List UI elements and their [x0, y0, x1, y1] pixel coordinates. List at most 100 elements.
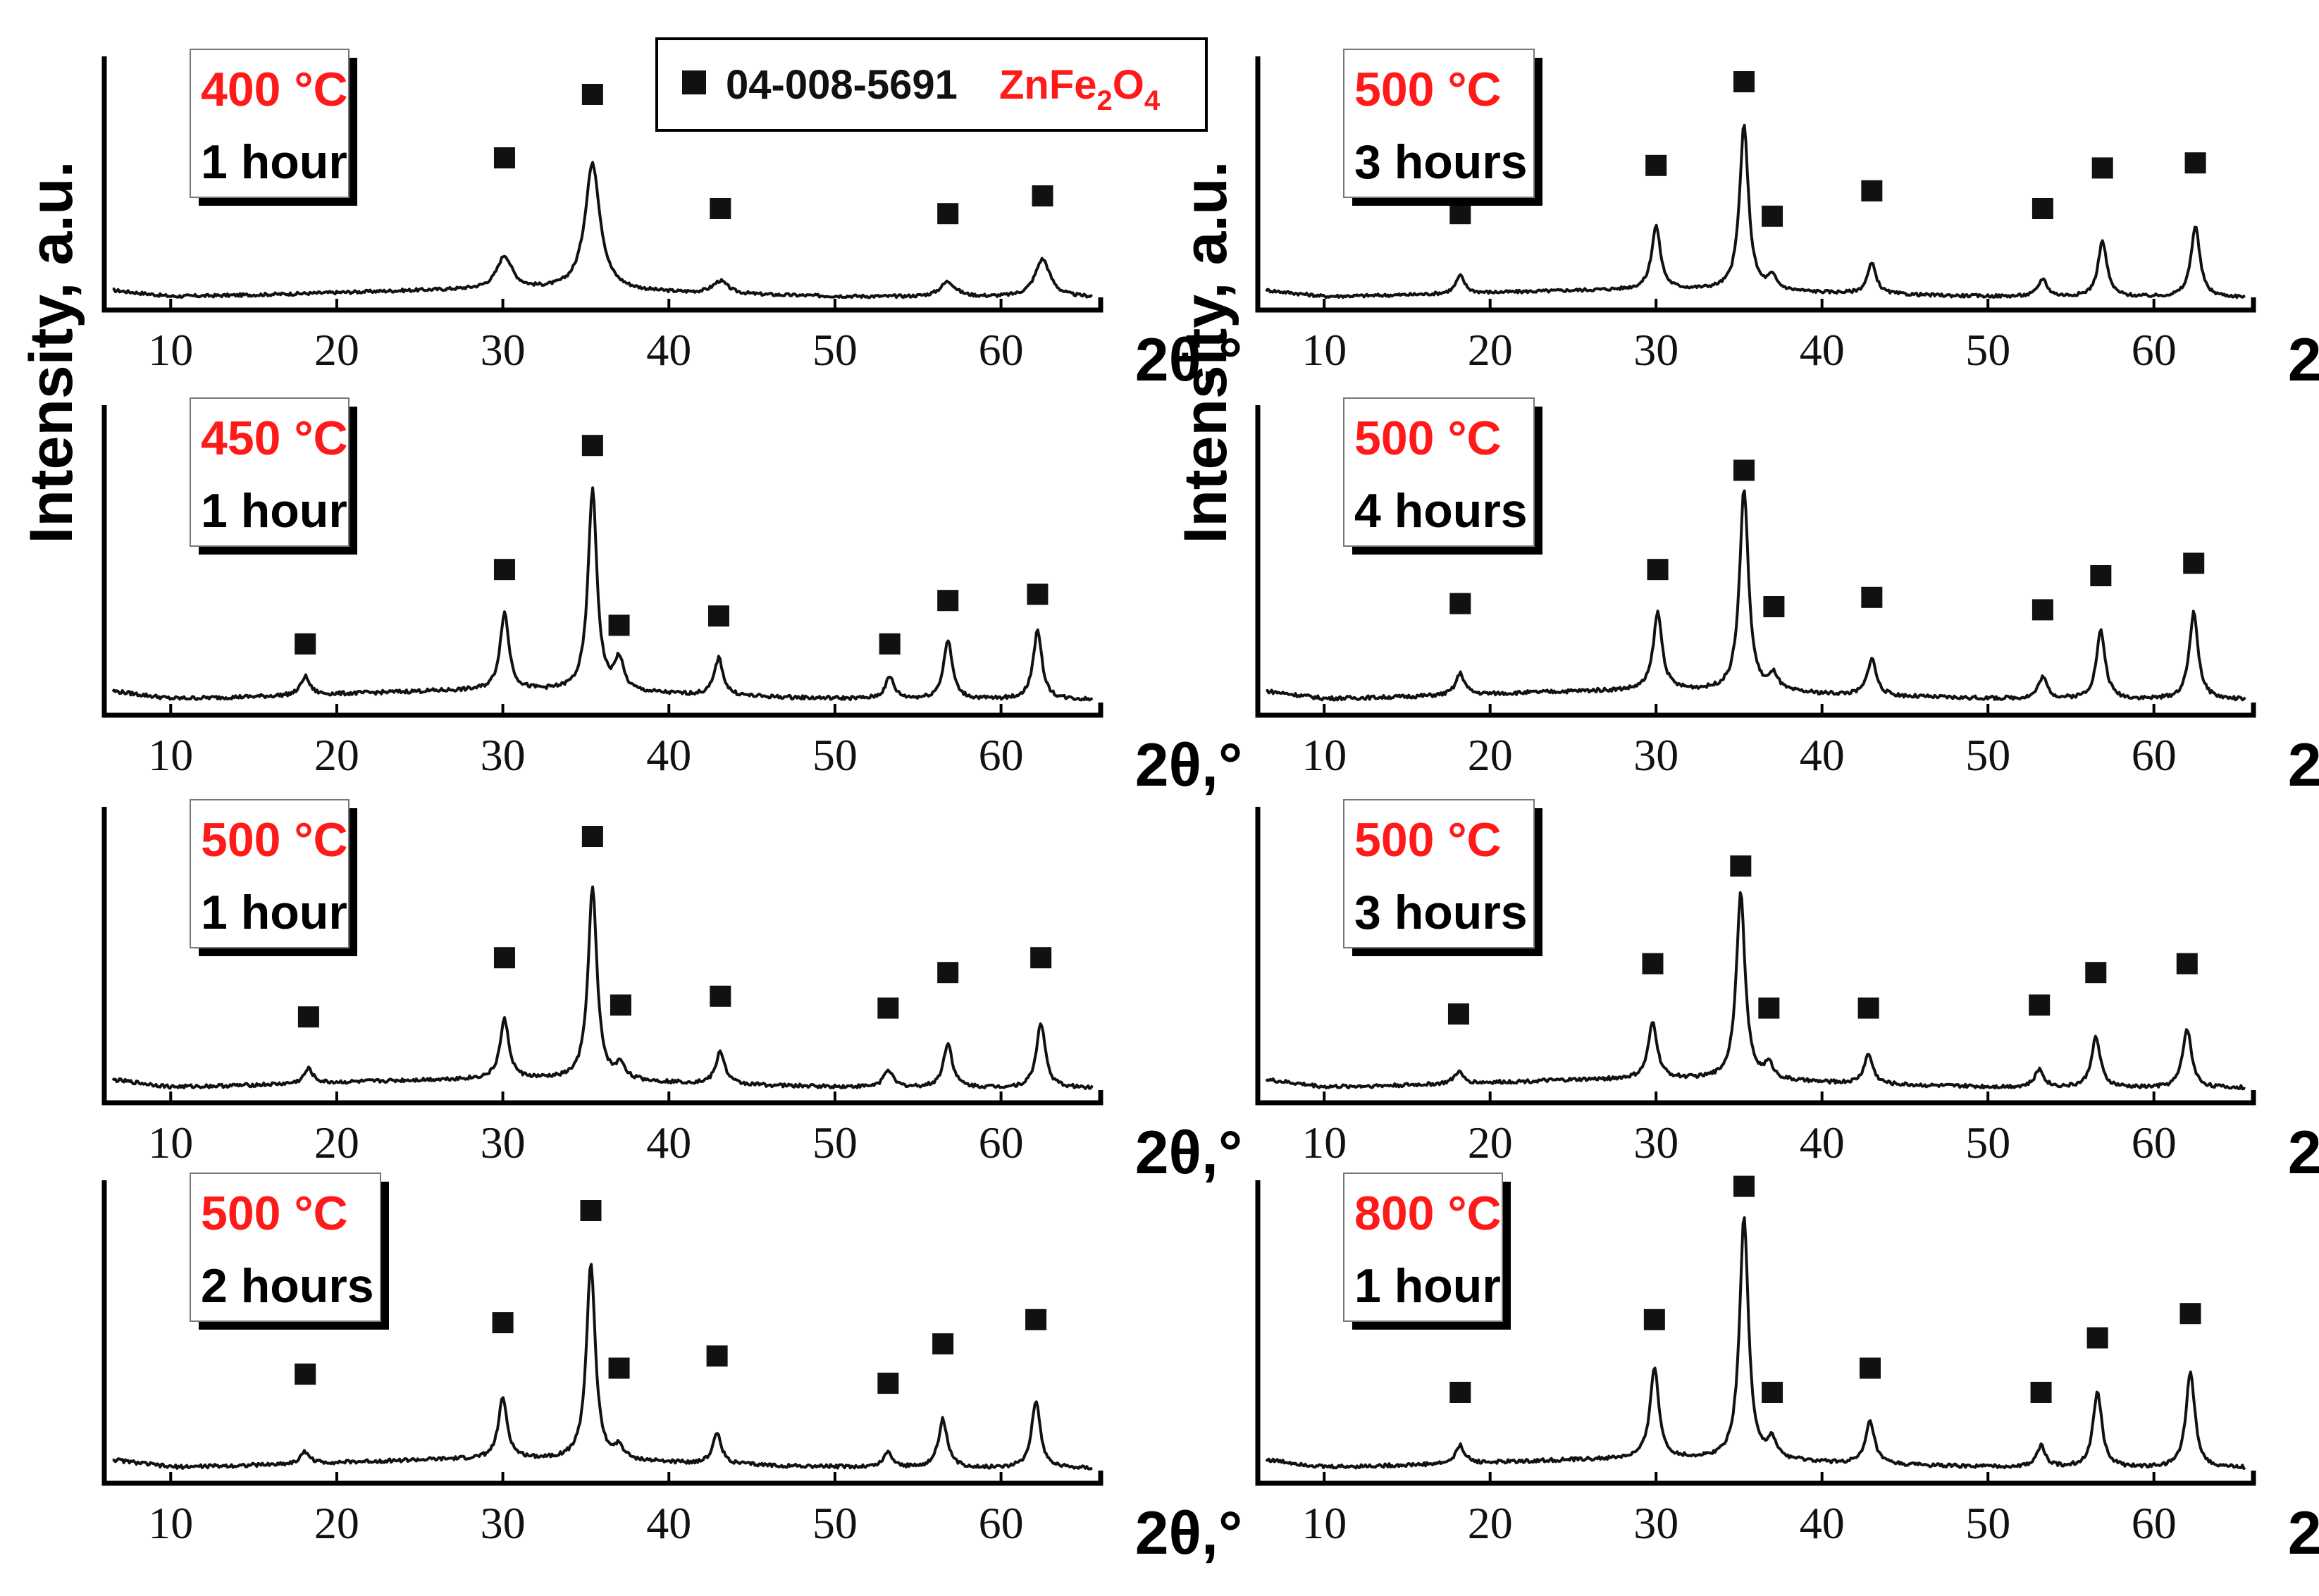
x-tick-label: 10: [148, 730, 193, 780]
x-tick-label: 40: [1800, 1118, 1845, 1168]
x-tick-label: 60: [2132, 730, 2177, 780]
znfe2o4-marker: [1449, 1382, 1471, 1403]
label-box: [1343, 397, 1535, 547]
x-tick-label: 30: [1633, 1498, 1678, 1548]
x-axis-label: 2θ,°: [2288, 1119, 2319, 1187]
axes: [1255, 807, 2256, 1106]
znfe2o4-marker: [1730, 855, 1752, 877]
znfe2o4-marker: [2029, 994, 2051, 1016]
xrd-pattern-line: [1266, 489, 2246, 702]
x-tick-label: 10: [1301, 1118, 1347, 1168]
x-tick-label: 30: [1633, 325, 1678, 375]
znfe2o4-marker: [2085, 962, 2107, 984]
xrd-pattern-line: [1265, 123, 2246, 299]
x-axis-label: 2θ,°: [2288, 326, 2319, 394]
temperature-label: 500 °C: [1354, 63, 1502, 116]
znfe2o4-marker: [937, 590, 959, 612]
temperature-label: 500 °C: [1354, 813, 1502, 867]
x-tick-label: 40: [1800, 325, 1845, 375]
xrd-pattern-line: [111, 885, 1094, 1090]
xrd-pattern-line: [111, 486, 1094, 702]
znfe2o4-marker: [581, 84, 603, 105]
xrd-panel: 10 20 30 40 50 60 2θ,° 400 °C 1 hour: [101, 49, 1242, 394]
label-box: [190, 49, 350, 198]
znfe2o4-marker: [1733, 71, 1755, 92]
znfe2o4-marker: [932, 1333, 954, 1355]
znfe2o4-marker: [1861, 586, 1883, 608]
x-tick-label: 50: [1965, 730, 2010, 780]
xrd-pattern-line: [1265, 891, 2246, 1091]
xrd-pattern-line: [112, 1263, 1093, 1471]
temperature-label: 400 °C: [201, 63, 348, 116]
x-tick-label: 50: [812, 325, 858, 375]
x-axis-label: 2θ,°: [2288, 731, 2319, 799]
x-tick-label: 60: [979, 730, 1024, 780]
znfe2o4-marker: [1642, 953, 1664, 975]
axes: [1255, 405, 2256, 718]
x-tick-label: 20: [1468, 1118, 1513, 1168]
znfe2o4-marker: [492, 1312, 514, 1334]
x-tick-label: 50: [1965, 1118, 2010, 1168]
xrd-panel: 10 20 30 40 50 60 2θ,° 500 °C 2 hours: [101, 1173, 1242, 1567]
axes: [1255, 56, 2256, 313]
legend: 04-008-5691 ZnFe2O4: [655, 37, 1208, 132]
x-tick-label: 20: [1468, 730, 1513, 780]
znfe2o4-marker: [1762, 205, 1783, 227]
znfe2o4-marker: [937, 962, 959, 984]
x-tick-label: 10: [148, 325, 193, 375]
znfe2o4-marker: [1032, 185, 1053, 206]
x-tick-label: 20: [314, 325, 359, 375]
x-tick-label: 40: [646, 325, 691, 375]
x-tick-label: 40: [646, 1118, 691, 1168]
label-box: [190, 1173, 381, 1322]
x-tick-label: 10: [1301, 1498, 1347, 1548]
temperature-label: 800 °C: [1354, 1187, 1502, 1240]
x-tick-label: 20: [314, 730, 359, 780]
legend-phase: ZnFe2O4: [999, 62, 1161, 116]
duration-label: 3 hours: [1354, 886, 1528, 939]
znfe2o4-marker: [2184, 152, 2206, 174]
x-tick-label: 20: [314, 1118, 359, 1168]
znfe2o4-marker: [1762, 1382, 1783, 1403]
znfe2o4-marker: [879, 633, 901, 655]
znfe2o4-marker: [2091, 157, 2113, 179]
znfe2o4-marker: [2183, 552, 2205, 574]
y-axis-label-right: Intensity, a.u.: [1172, 161, 1239, 543]
x-tick-label: 50: [812, 730, 858, 780]
x-tick-label: 40: [1800, 730, 1845, 780]
label-box: [1343, 799, 1535, 948]
xrd-pattern-line: [112, 161, 1093, 299]
znfe2o4-marker: [297, 1006, 319, 1028]
duration-label: 1 hour: [201, 484, 347, 538]
znfe2o4-marker: [2176, 953, 2198, 975]
znfe2o4-marker: [493, 947, 515, 969]
x-tick-label: 40: [646, 730, 691, 780]
duration-label: 4 hours: [1354, 484, 1528, 538]
znfe2o4-marker: [1857, 997, 1879, 1019]
x-tick-label: 60: [979, 325, 1024, 375]
x-axis-label: 2θ,°: [1135, 1119, 1243, 1187]
temperature-label: 500 °C: [201, 1187, 348, 1240]
x-tick-label: 20: [314, 1498, 359, 1548]
xrd-panel: 10 20 30 40 50 60 2θ,° 500 °C 1 hour: [101, 799, 1243, 1187]
znfe2o4-marker: [493, 147, 515, 168]
xrd-panel: 10 20 30 40 50 60 2θ,° 500 °C 4 hours: [1255, 397, 2319, 799]
znfe2o4-marker: [2179, 1303, 2201, 1325]
xrd-panel: 10 20 30 40 50 60 2θ,° 500 °C 3 hours: [1255, 49, 2319, 394]
znfe2o4-marker: [610, 994, 631, 1016]
znfe2o4-marker: [1763, 596, 1785, 617]
znfe2o4-marker: [2032, 198, 2053, 219]
x-tick-label: 40: [1800, 1498, 1845, 1548]
x-tick-label: 30: [481, 1498, 526, 1548]
x-tick-label: 10: [1301, 325, 1347, 375]
panels: 10 20 30 40 50 60 2θ,° 400 °C 1 hour 10 20 30 40 50 60…: [101, 49, 2319, 1567]
x-axis-label: 2θ,°: [1135, 731, 1243, 799]
x-tick-label: 40: [646, 1498, 691, 1548]
legend-marker-square-icon: [682, 70, 706, 94]
znfe2o4-marker: [1861, 180, 1883, 202]
znfe2o4-marker: [706, 1345, 728, 1367]
label-box: [190, 397, 350, 547]
legend-box: [655, 37, 1208, 132]
duration-label: 2 hours: [201, 1259, 374, 1313]
